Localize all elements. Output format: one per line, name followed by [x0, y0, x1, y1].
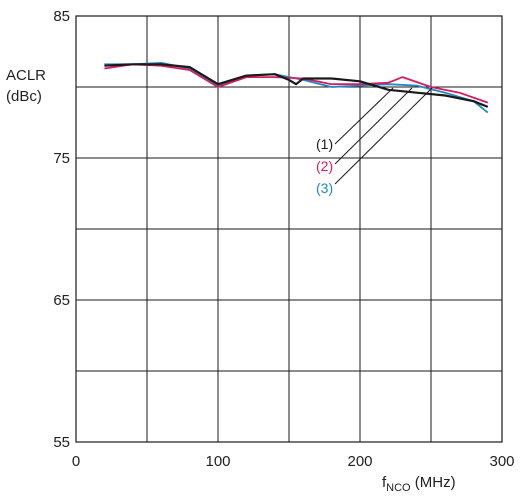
plot-frame [75, 15, 503, 443]
y-tick-label: 65 [53, 292, 70, 309]
x-axis-label: fNCO (MHz) [382, 474, 456, 494]
y-tick-label: 75 [53, 150, 70, 167]
y-axis-label-line2: (dBc) [6, 88, 42, 105]
legend-leader-2 [334, 87, 413, 165]
legend: (1) (2) (3) [316, 136, 333, 196]
x-axis-label-main: f [382, 474, 387, 491]
y-tick-label: 85 [53, 8, 70, 25]
series-line-3 [104, 62, 489, 114]
series-line-1 [104, 63, 489, 108]
legend-leader-3 [334, 87, 433, 185]
y-tick-label: 55 [53, 434, 70, 451]
x-axis-label-unit: (MHz) [411, 474, 456, 491]
y-axis-label-line1: ACLR [6, 67, 46, 84]
x-tick-label: 100 [205, 453, 230, 470]
legend-label-3: (3) [316, 180, 333, 196]
tick-labels: 0 100 200 300 55 65 75 85 [53, 8, 514, 470]
legend-label-1: (1) [316, 136, 333, 152]
x-tick-label: 300 [489, 453, 514, 470]
legend-label-2: (2) [316, 158, 333, 174]
legend-leader-1 [334, 87, 394, 145]
series-layer [104, 62, 489, 114]
x-tick-label: 200 [347, 453, 372, 470]
x-axis-label-sub: NCO [386, 482, 411, 494]
x-tick-label: 0 [72, 453, 80, 470]
legend-leaders [334, 87, 433, 185]
